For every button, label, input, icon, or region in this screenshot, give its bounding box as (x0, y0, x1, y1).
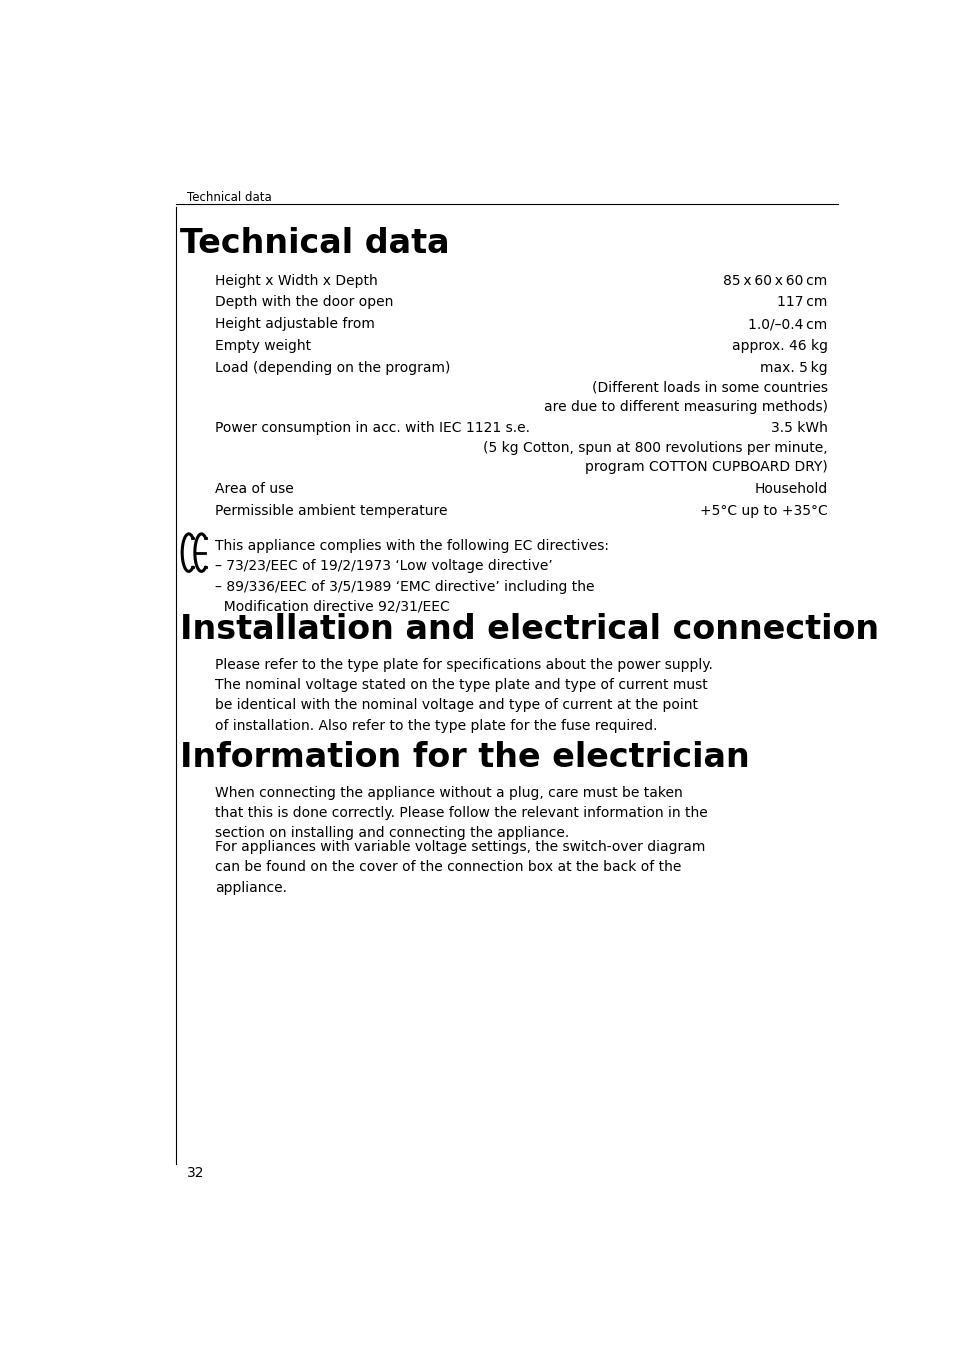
Text: Installation and electrical connection: Installation and electrical connection (180, 612, 878, 646)
Text: The nominal voltage stated on the type plate and type of current must: The nominal voltage stated on the type p… (215, 679, 707, 692)
Text: program COTTON CUPBOARD DRY): program COTTON CUPBOARD DRY) (584, 460, 826, 475)
Text: 1.0/–0.4 cm: 1.0/–0.4 cm (747, 318, 826, 331)
Text: Modification directive 92/31/EEC: Modification directive 92/31/EEC (215, 600, 450, 614)
Text: max. 5 kg: max. 5 kg (760, 361, 826, 375)
Text: Depth with the door open: Depth with the door open (215, 296, 394, 310)
Text: Empty weight: Empty weight (215, 339, 312, 353)
Text: +5°C up to +35°C: +5°C up to +35°C (700, 504, 826, 518)
Text: (5 kg Cotton, spun at 800 revolutions per minute,: (5 kg Cotton, spun at 800 revolutions pe… (482, 441, 826, 456)
Text: Information for the electrician: Information for the electrician (180, 741, 749, 775)
Text: This appliance complies with the following EC directives:: This appliance complies with the followi… (215, 539, 609, 553)
Text: – 73/23/EEC of 19/2/1973 ‘Low voltage directive’: – 73/23/EEC of 19/2/1973 ‘Low voltage di… (215, 560, 553, 573)
Text: 32: 32 (187, 1167, 205, 1180)
Text: section on installing and connecting the appliance.: section on installing and connecting the… (215, 826, 569, 841)
Text: of installation. Also refer to the type plate for the fuse required.: of installation. Also refer to the type … (215, 719, 658, 733)
Text: Please refer to the type plate for specifications about the power supply.: Please refer to the type plate for speci… (215, 658, 713, 672)
Text: – 89/336/EEC of 3/5/1989 ‘EMC directive’ including the: – 89/336/EEC of 3/5/1989 ‘EMC directive’… (215, 580, 595, 594)
Text: 117 cm: 117 cm (777, 296, 826, 310)
Text: Height x Width x Depth: Height x Width x Depth (215, 273, 377, 288)
Text: appliance.: appliance. (215, 880, 287, 895)
Text: that this is done correctly. Please follow the relevant information in the: that this is done correctly. Please foll… (215, 806, 707, 821)
Text: When connecting the appliance without a plug, care must be taken: When connecting the appliance without a … (215, 786, 682, 800)
Text: Area of use: Area of use (215, 481, 294, 496)
Text: can be found on the cover of the connection box at the back of the: can be found on the cover of the connect… (215, 860, 681, 875)
Text: be identical with the nominal voltage and type of current at the point: be identical with the nominal voltage an… (215, 699, 698, 713)
Text: Technical data: Technical data (187, 192, 272, 204)
Text: For appliances with variable voltage settings, the switch-over diagram: For appliances with variable voltage set… (215, 840, 705, 854)
Text: Power consumption in acc. with IEC 1121 s.e.: Power consumption in acc. with IEC 1121 … (215, 422, 530, 435)
Text: 85 x 60 x 60 cm: 85 x 60 x 60 cm (722, 273, 826, 288)
Text: Load (depending on the program): Load (depending on the program) (215, 361, 450, 375)
Text: are due to different measuring methods): are due to different measuring methods) (543, 400, 826, 414)
Text: Height adjustable from: Height adjustable from (215, 318, 375, 331)
Text: 3.5 kWh: 3.5 kWh (770, 422, 826, 435)
Text: Permissible ambient temperature: Permissible ambient temperature (215, 504, 447, 518)
Text: (Different loads in some countries: (Different loads in some countries (591, 381, 826, 395)
Text: approx. 46 kg: approx. 46 kg (731, 339, 826, 353)
Text: Household: Household (754, 481, 826, 496)
Text: Technical data: Technical data (180, 227, 449, 260)
